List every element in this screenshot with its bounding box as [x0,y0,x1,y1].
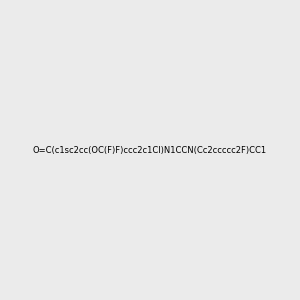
Text: O=C(c1sc2cc(OC(F)F)ccc2c1Cl)N1CCN(Cc2ccccc2F)CC1: O=C(c1sc2cc(OC(F)F)ccc2c1Cl)N1CCN(Cc2ccc… [33,146,267,154]
